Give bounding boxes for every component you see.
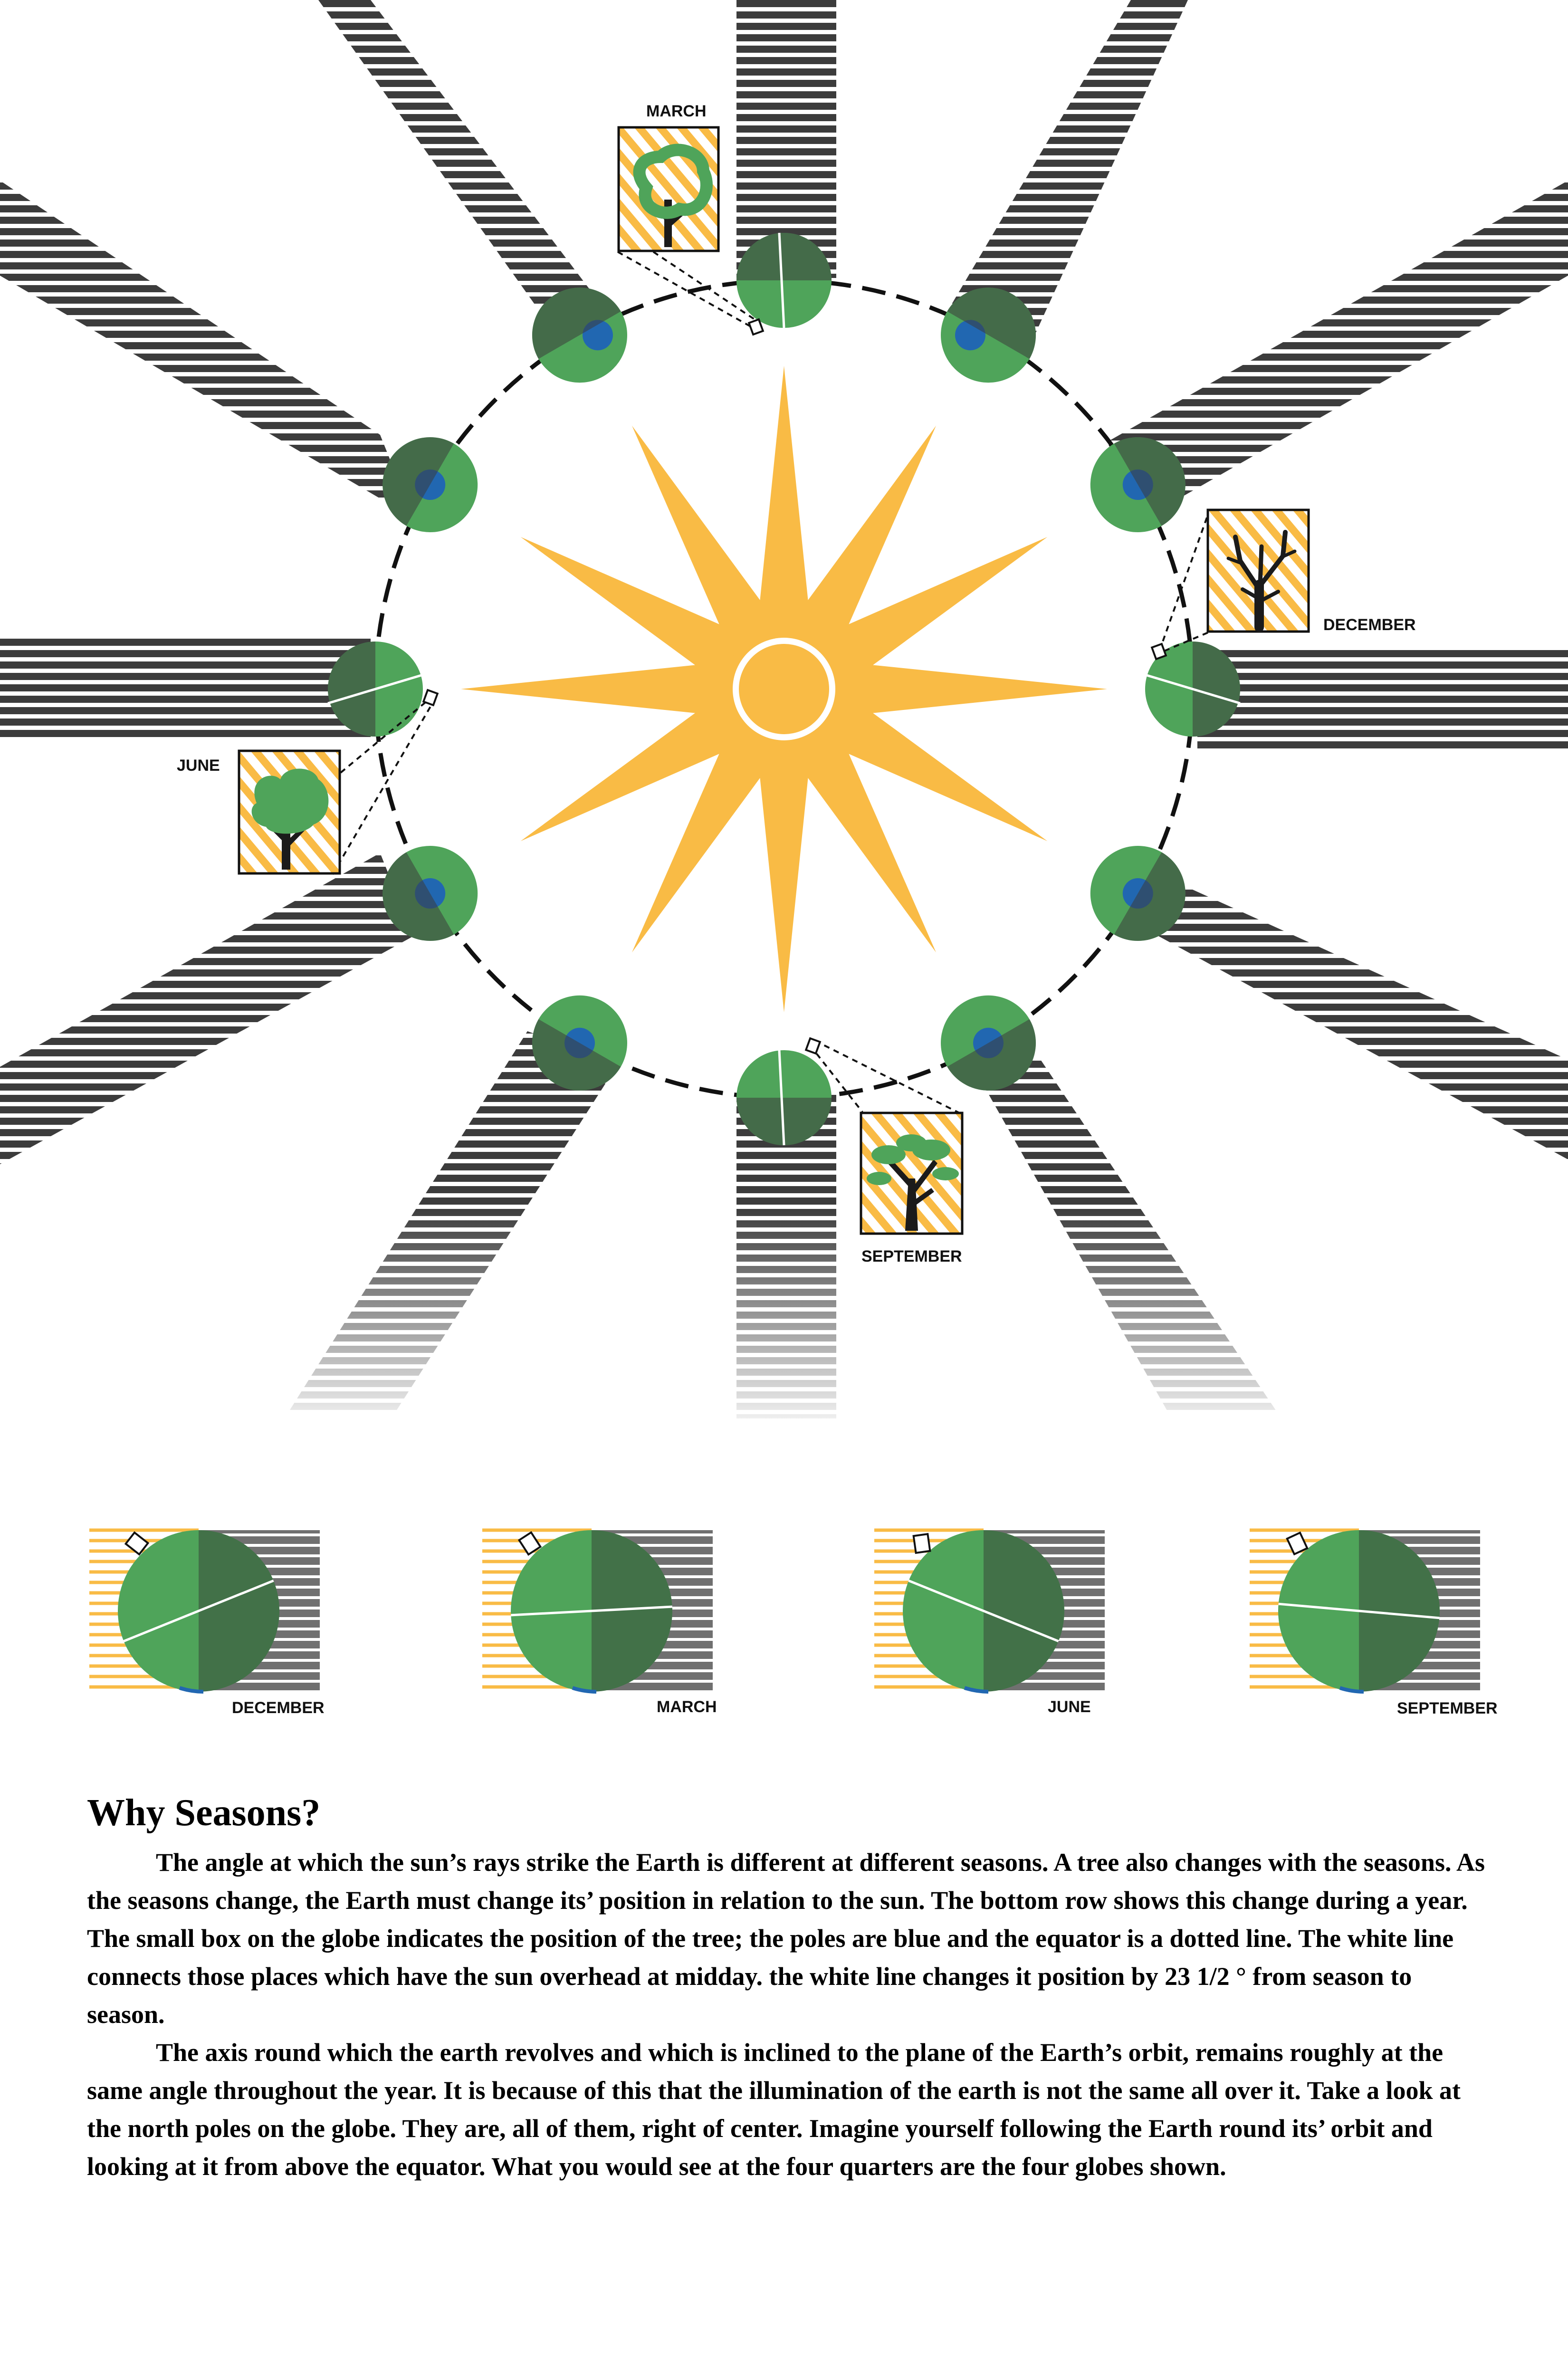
bottom-label-june: JUNE <box>1048 1698 1091 1716</box>
label-september: SEPTEMBER <box>861 1247 962 1265</box>
sun-ray <box>809 537 1048 691</box>
sun-ray <box>520 687 759 841</box>
earth-globe <box>382 437 478 532</box>
shadow-beam-lower-right-2 <box>1112 853 1568 1159</box>
earth-globe <box>327 642 423 737</box>
bottom-label-december: DECEMBER <box>232 1699 325 1717</box>
earth-globe <box>941 287 1036 383</box>
earth-globe <box>736 1050 832 1146</box>
tree-box-june <box>422 689 439 707</box>
shadow-beam-left <box>0 634 371 741</box>
bottom-label-march: MARCH <box>657 1698 717 1716</box>
paragraph-1: The angle at which the sun’s rays strike… <box>87 1848 1485 2029</box>
tree-box-september <box>804 1037 822 1055</box>
sun-ray <box>782 425 936 664</box>
earth-positions <box>327 232 1241 1146</box>
earth-globe <box>532 995 627 1091</box>
earth-globe <box>1145 642 1241 737</box>
page-title: Why Seasons? <box>87 1792 321 1834</box>
sun-ray <box>782 714 936 953</box>
sun-ray <box>755 366 813 644</box>
label-december: DECEMBER <box>1323 616 1416 634</box>
tree-callouts: MARCH JUNE SEPTEMBER <box>177 102 1416 1265</box>
earth-globe <box>736 232 832 328</box>
label-june: JUNE <box>177 757 220 775</box>
season-globe <box>89 1528 320 1694</box>
shadow-beam-lower-left-2 <box>0 853 413 1164</box>
season-globe <box>1250 1528 1480 1694</box>
sun-ray <box>755 734 813 1012</box>
tree-box-december <box>1150 642 1167 661</box>
label-march: MARCH <box>646 102 707 120</box>
season-globe <box>482 1528 713 1694</box>
sun-ray <box>809 687 1048 841</box>
shadow-beam-top <box>736 0 836 278</box>
sun-icon <box>739 644 829 734</box>
explanation-text: Why Seasons? The angle at which the sun’… <box>87 1792 1493 2185</box>
shadow-beam-right <box>1197 646 1568 748</box>
tree-september-icon <box>867 1134 959 1231</box>
sun-ray <box>461 661 739 718</box>
orbit-diagram: MARCH JUNE SEPTEMBER <box>0 0 1568 1426</box>
paragraph-2: The axis round which the earth revolves … <box>87 2038 1461 2181</box>
shadow-beam-upper-right-2 <box>1107 181 1568 518</box>
earth-globe <box>532 287 627 383</box>
shadow-beam-upper-left-1 <box>318 0 622 333</box>
tree-march-icon <box>633 144 713 247</box>
sun-rays <box>461 366 1107 1012</box>
earth-globe <box>941 995 1036 1091</box>
tree-position-marker <box>124 1531 150 1556</box>
earth-globe <box>1090 437 1186 532</box>
sun-ray <box>520 537 759 691</box>
bottom-label-september: SEPTEMBER <box>1397 1699 1498 1717</box>
shadow-beam-upper-left-2 <box>0 181 413 518</box>
season-globes-row: DECEMBER MARCH JUNE SEPTEMBER <box>89 1528 1498 1717</box>
tree-position-marker <box>1286 1531 1309 1556</box>
tree-june-icon <box>251 768 329 870</box>
tree-position-marker <box>912 1533 931 1554</box>
season-globe <box>874 1528 1105 1694</box>
earth-globe <box>382 846 478 941</box>
tree-position-marker <box>517 1531 542 1556</box>
sun-ray <box>829 661 1107 718</box>
tree-box-march <box>747 318 765 336</box>
shadow-beams <box>0 0 1568 1426</box>
shadow-beam-upper-right-1 <box>950 0 1188 333</box>
tree-december-icon <box>1226 530 1297 632</box>
sun-ray <box>632 714 786 953</box>
sun-ray <box>632 425 786 664</box>
earth-globe <box>1090 846 1186 941</box>
